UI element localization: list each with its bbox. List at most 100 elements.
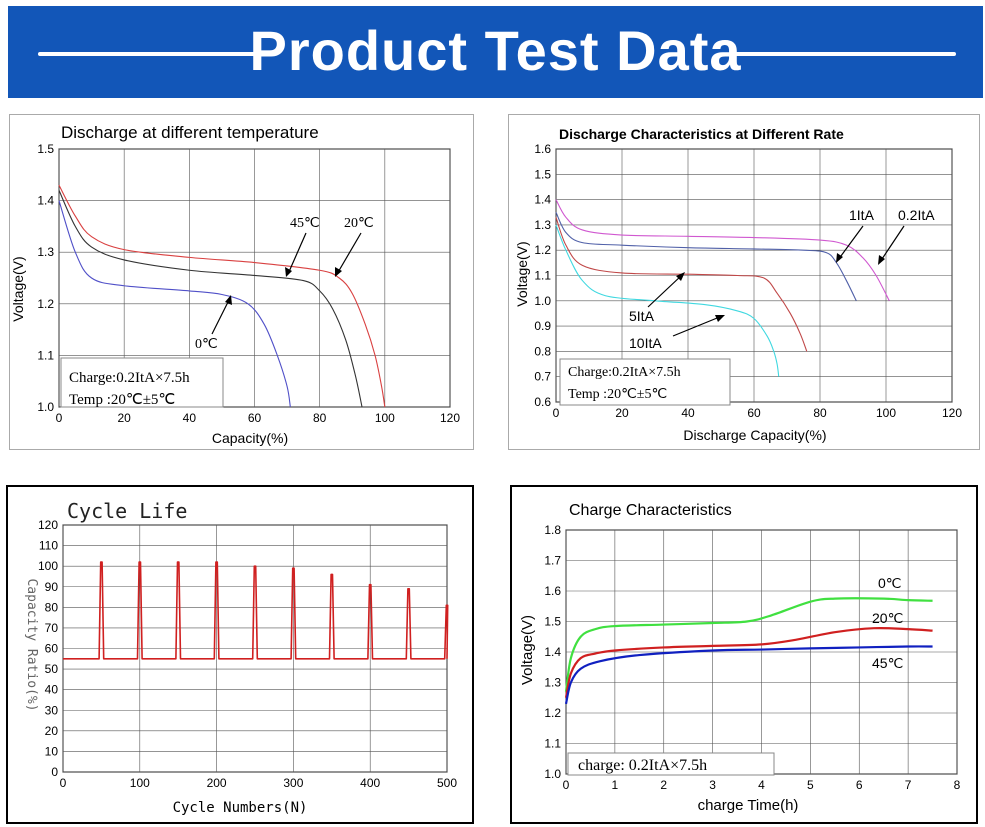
annotation-20c: 20℃ [344, 216, 374, 231]
arrow-5ita [647, 274, 683, 308]
y-tick-label: 1.5 [534, 167, 551, 181]
y-tick-label: 0.9 [534, 319, 551, 333]
y-tick-label: 1.1 [37, 348, 54, 362]
x-axis-label: Capacity(%) [212, 430, 288, 446]
x-tick-label: 0 [56, 411, 63, 425]
note-charge: Charge:0.2ItA×7.5h [69, 370, 190, 386]
y-tick-label: 20 [45, 724, 59, 738]
y-tick-label: 1.4 [534, 193, 551, 207]
y-tick-label: 0.6 [534, 395, 551, 409]
x-axis-label: Cycle Numbers(N) [173, 800, 308, 816]
chart-title: Charge Characteristics [569, 502, 732, 519]
notes-box [60, 357, 224, 408]
y-axis-label: Voltage(V) [10, 256, 26, 321]
y-tick-label: 60 [45, 642, 59, 656]
series-line-20- [564, 626, 933, 698]
y-tick-label: 1.6 [544, 584, 561, 598]
y-tick-label: 1.3 [544, 676, 561, 690]
y-tick-label: 1.0 [37, 400, 54, 414]
y-tick-label: 1.1 [544, 737, 561, 751]
y-tick-label: 1.3 [534, 218, 551, 232]
x-axis-label: Discharge Capacity(%) [683, 427, 826, 443]
y-tick-label: 1.5 [37, 142, 54, 156]
x-tick-label: 2 [660, 778, 667, 792]
annotation-45c: 45℃ [872, 655, 903, 671]
x-tick-label: 500 [437, 776, 457, 790]
chart-panel-charge-characteristics: 0 1 2 3 4 5 6 7 8 1.0 1.1 1.2 1.3 1.4 1.5 1.6 1.7 1.8 Cha… [510, 485, 978, 824]
arrow-head-10ita [715, 315, 725, 322]
x-tick-label: 1 [612, 778, 619, 792]
x-tick-label: 4 [758, 778, 765, 792]
x-tick-label: 120 [942, 406, 962, 420]
series-line-1ita [555, 212, 857, 302]
x-tick-label: 0 [563, 778, 570, 792]
chart-panel-discharge-temperature: 0 20 40 60 80 100 120 1.0 1.1 1.2 1.3 1.4 1.5 Discha… [9, 114, 474, 450]
y-tick-label: 1.6 [534, 142, 551, 156]
y-tick-label: 1.8 [544, 523, 561, 537]
y-tick-label: 1.2 [37, 297, 54, 311]
y-tick-label: 1.2 [534, 243, 551, 257]
arrow-head-45c [285, 267, 292, 277]
x-tick-label: 200 [207, 776, 227, 790]
x-tick-label: 5 [807, 778, 814, 792]
x-tick-label: 60 [747, 406, 761, 420]
x-tick-label: 120 [440, 411, 460, 425]
y-tick-label: 1.7 [544, 554, 561, 568]
arrows [647, 225, 905, 337]
arrow-0c [211, 297, 231, 335]
notes-box [567, 752, 775, 776]
y-tick-label: 100 [38, 559, 58, 573]
x-tick-label: 0 [60, 776, 67, 790]
arrow-1ita [837, 225, 864, 261]
y-tick-label: 80 [45, 600, 59, 614]
x-tick-label: 60 [248, 411, 262, 425]
y-tick-label: 1.5 [544, 615, 561, 629]
series-line-capacity-ratio [63, 561, 449, 660]
y-tick-label: 50 [45, 662, 59, 676]
arrow-head-0-2ita [878, 255, 885, 265]
y-tick-label: 10 [45, 744, 59, 758]
annotation-0-2ita: 0.2ItA [898, 207, 935, 223]
note-temp: Temp :20℃±5℃ [568, 387, 667, 402]
y-tick-label: 120 [38, 518, 58, 532]
banner-left-rule [38, 52, 260, 56]
x-tick-label: 80 [813, 406, 827, 420]
y-tick-label: 40 [45, 683, 59, 697]
x-tick-label: 100 [130, 776, 150, 790]
banner-right-rule [734, 52, 956, 56]
chart-title: Discharge Characteristics at Different R… [559, 126, 844, 142]
y-tick-label: 0.8 [534, 344, 551, 358]
y-tick-label: 110 [39, 539, 58, 553]
arrow-head-20c [335, 267, 342, 277]
y-axis-label: Voltage(V) [519, 615, 536, 685]
arrow-head-0c [225, 295, 232, 305]
chart-panel-cycle-life: 0 100 200 300 400 500 0 10 20 30 40 50 60 70 80 90 100 11… [6, 485, 474, 824]
series-line-45- [564, 645, 933, 705]
series-line-0- [564, 597, 933, 692]
arrow-10ita [672, 315, 723, 337]
page-title: Product Test Data [249, 19, 742, 82]
note-charge: charge: 0.2ItA×7.5h [578, 757, 707, 774]
chart-title: Cycle Life [67, 499, 187, 523]
annotation-5ita: 5ItA [629, 308, 655, 324]
series-line-10ita [555, 224, 780, 377]
series-line-0- [58, 200, 291, 408]
x-tick-label: 20 [615, 406, 629, 420]
arrow-0-2ita [879, 225, 905, 263]
annotation-20c: 20℃ [872, 610, 903, 626]
x-tick-label: 400 [360, 776, 380, 790]
arrows [211, 232, 362, 335]
y-tick-label: 30 [45, 703, 59, 717]
y-tick-label: 1.4 [544, 645, 561, 659]
y-tick-label: 70 [45, 621, 59, 635]
annotation-10ita: 10ItA [629, 335, 662, 351]
y-tick-label: 90 [45, 580, 59, 594]
x-axis-label: charge Time(h) [698, 797, 799, 814]
series-line-20- [58, 184, 386, 408]
note-temp: Temp :20℃±5℃ [69, 392, 175, 408]
x-tick-label: 100 [876, 406, 896, 420]
series-line-5ita [555, 217, 808, 352]
panel-border [6, 485, 474, 824]
annotation-45c: 45℃ [290, 216, 320, 231]
y-axis-label: Capacity Ratio(%) [24, 578, 39, 711]
